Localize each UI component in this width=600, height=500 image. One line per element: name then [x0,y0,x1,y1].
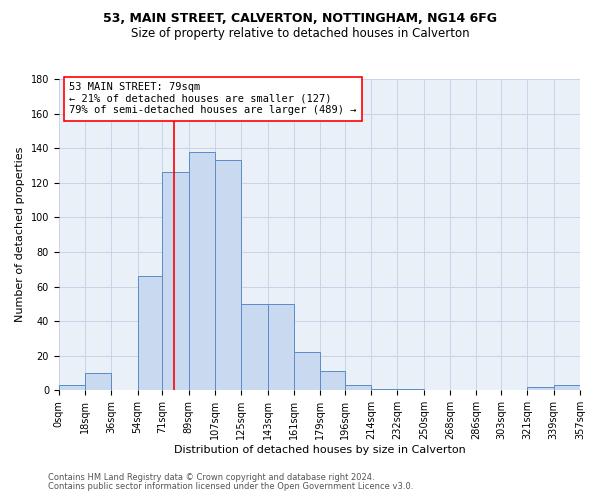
Text: 53 MAIN STREET: 79sqm
← 21% of detached houses are smaller (127)
79% of semi-det: 53 MAIN STREET: 79sqm ← 21% of detached … [69,82,357,116]
Bar [268,304,294,390]
Text: Contains HM Land Registry data © Crown copyright and database right 2024.: Contains HM Land Registry data © Crown c… [48,474,374,482]
Bar [345,385,371,390]
Bar [163,172,189,390]
Bar [397,388,424,390]
Bar [59,385,85,390]
Text: Contains public sector information licensed under the Open Government Licence v3: Contains public sector information licen… [48,482,413,491]
Bar [554,385,580,390]
Bar [85,373,112,390]
Bar [294,352,320,391]
Text: Size of property relative to detached houses in Calverton: Size of property relative to detached ho… [131,28,469,40]
Bar [189,152,215,390]
Bar [320,372,345,390]
Bar [215,160,241,390]
Y-axis label: Number of detached properties: Number of detached properties [15,147,25,322]
Bar [137,276,163,390]
Bar [241,304,268,390]
Bar [527,387,554,390]
Bar [371,388,397,390]
X-axis label: Distribution of detached houses by size in Calverton: Distribution of detached houses by size … [173,445,465,455]
Text: 53, MAIN STREET, CALVERTON, NOTTINGHAM, NG14 6FG: 53, MAIN STREET, CALVERTON, NOTTINGHAM, … [103,12,497,26]
